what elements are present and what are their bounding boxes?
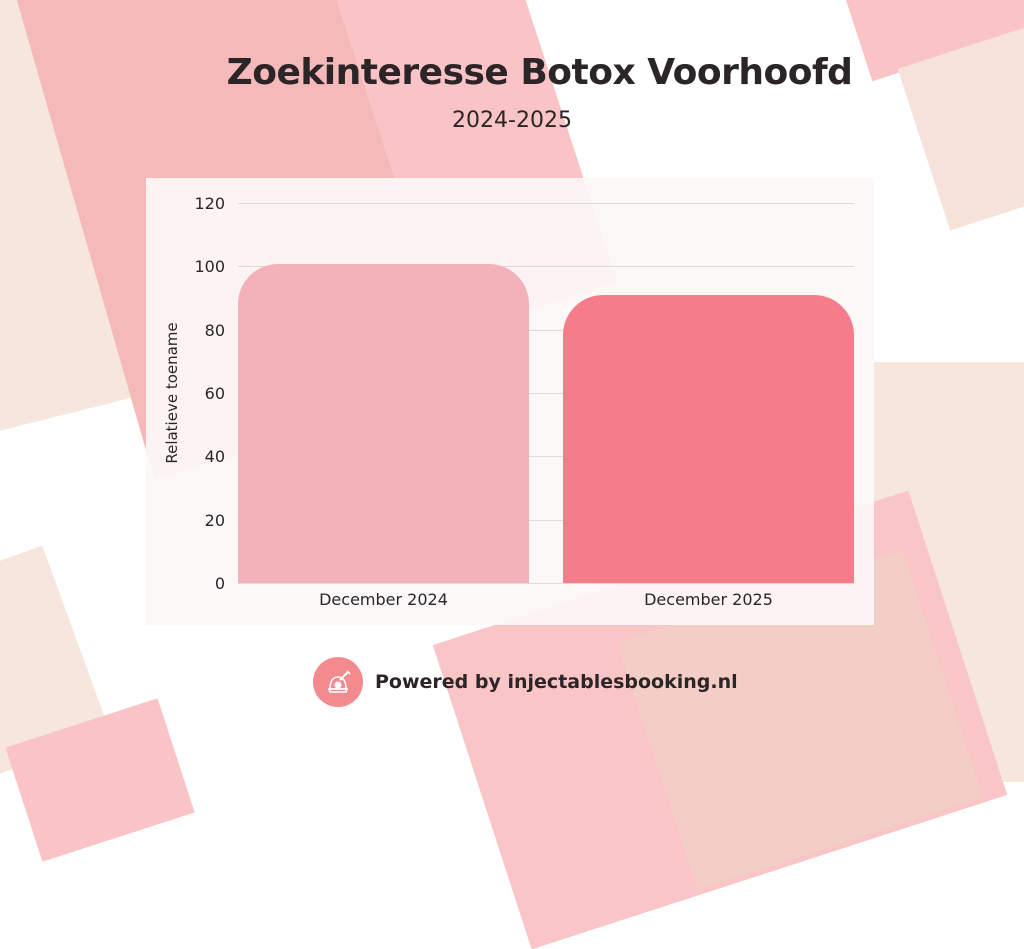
gridline-80: [238, 330, 854, 331]
y-tick-100: 100: [194, 257, 225, 276]
gridline-120: [238, 203, 854, 204]
gridline-0: [238, 583, 854, 584]
y-tick-60: 60: [204, 384, 225, 403]
gridline-20: [238, 520, 854, 521]
powered-by-text: Powered by injectablesbooking.nl: [375, 671, 738, 693]
gridline-40: [238, 456, 854, 457]
footer: Powered by injectablesbooking.nl: [313, 657, 738, 707]
bar-december-2024: [238, 264, 529, 583]
y-tick-20: 20: [204, 511, 225, 530]
plot-area: [238, 203, 854, 584]
gridline-60: [238, 393, 854, 394]
y-tick-80: 80: [204, 321, 225, 340]
y-tick-0: 0: [214, 574, 225, 593]
chart-title: Zoekinteresse Botox Voorhoofd: [226, 52, 853, 93]
x-tick-december-2025: December 2025: [644, 590, 773, 609]
chart-subtitle: 2024-2025: [0, 108, 1024, 133]
x-tick-december-2024: December 2024: [319, 590, 448, 609]
subtitle-text: 2024-2025: [452, 108, 572, 133]
y-tick-40: 40: [204, 447, 225, 466]
bar-december-2025: [563, 295, 854, 583]
y-tick-120: 120: [194, 194, 225, 213]
gridline-100: [238, 266, 854, 267]
syringe-face-logo-icon: [313, 657, 363, 707]
